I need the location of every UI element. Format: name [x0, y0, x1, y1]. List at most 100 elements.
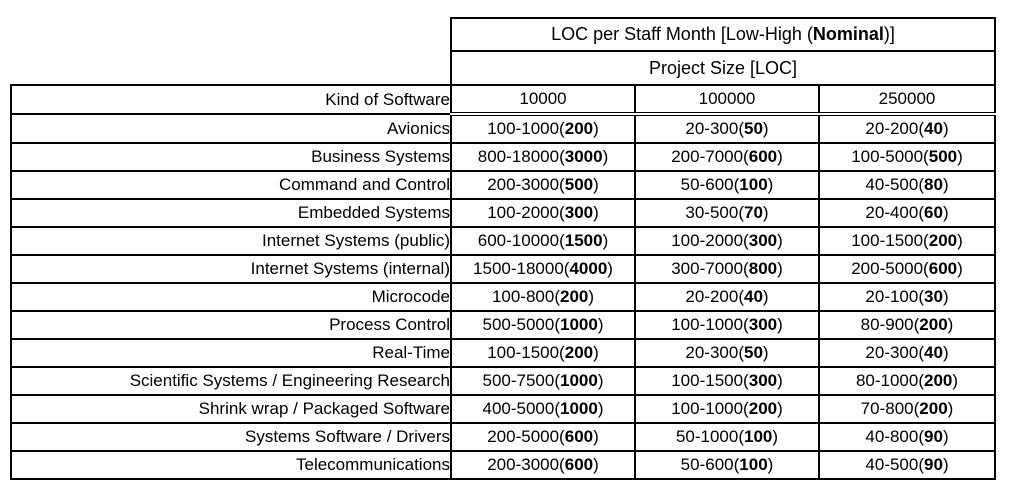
loc-range: 600-10000( — [477, 231, 565, 250]
kind-of-software-cell: Command and Control — [10, 171, 452, 200]
loc-range: 500-7500( — [482, 371, 560, 390]
loc-range-close: ) — [777, 259, 783, 278]
column-header-10000: 10000 — [450, 85, 636, 116]
loc-range: 200-5000( — [851, 259, 929, 278]
loc-range: 100-1500( — [851, 231, 929, 250]
loc-range: 20-400( — [865, 203, 925, 222]
loc-nominal: 300 — [748, 231, 778, 250]
kind-of-software-cell: Real-Time — [10, 339, 452, 368]
kind-of-software-cell: Embedded Systems — [10, 199, 452, 228]
loc-value-cell: 100-2000(300) — [634, 227, 820, 256]
loc-range-close: ) — [602, 147, 609, 166]
loc-range: 1500-18000( — [473, 259, 570, 278]
loc-range-close: ) — [762, 287, 769, 306]
loc-value-cell: 20-300(50) — [634, 114, 820, 144]
loc-value-cell: 1500-18000(4000) — [450, 255, 636, 284]
loc-nominal: 90 — [924, 427, 943, 446]
loc-range: 20-300( — [685, 343, 744, 362]
loc-range: 80-900( — [860, 315, 920, 334]
loc-range-close: ) — [762, 343, 769, 362]
loc-value-cell: 100-1500(200) — [817, 227, 997, 256]
table-row: Scientific Systems / Engineering Researc… — [10, 367, 997, 396]
loc-range: 50-1000( — [675, 427, 744, 446]
table-row: Internet Systems (internal) 1500-18000(40… — [10, 255, 997, 284]
loc-range-close: ) — [957, 231, 963, 250]
table-title-text: LOC per Staff Month [Low-High ( — [551, 24, 813, 44]
loc-value-cell: 800-18000(3000) — [450, 143, 636, 172]
loc-range-close: ) — [593, 427, 599, 446]
loc-nominal: 50 — [744, 343, 763, 362]
kind-of-software-cell: Microcode — [10, 283, 452, 312]
loc-nominal: 100 — [739, 455, 768, 474]
loc-range-close: ) — [607, 259, 613, 278]
table-row: Microcode 100-800(200) 20-200(40) 20-100(30… — [10, 283, 997, 312]
loc-nominal: 200 — [924, 371, 953, 390]
loc-value-cell: 600-10000(1500) — [450, 227, 636, 256]
loc-range-close: ) — [777, 371, 783, 390]
loc-nominal: 4000 — [569, 259, 608, 278]
loc-value-cell: 100-1000(200) — [634, 395, 820, 424]
loc-value-cell: 50-1000(100) — [634, 423, 820, 452]
loc-nominal: 500 — [564, 175, 594, 194]
loc-nominal: 40 — [744, 287, 763, 306]
loc-nominal: 200 — [564, 119, 594, 138]
loc-nominal: 40 — [924, 119, 943, 138]
table-row: Internet Systems (public) 600-10000(1500)… — [10, 227, 997, 256]
loc-value-cell: 40-500(90) — [817, 451, 997, 480]
loc-range: 500-5000( — [482, 315, 560, 334]
loc-nominal: 200 — [564, 343, 594, 362]
loc-nominal: 500 — [928, 147, 958, 166]
loc-range: 40-500( — [865, 175, 925, 194]
loc-nominal: 3000 — [564, 147, 603, 166]
loc-nominal: 200 — [919, 315, 948, 334]
loc-value-cell: 200-5000(600) — [450, 423, 636, 452]
kind-of-software-cell: Scientific Systems / Engineering Researc… — [10, 367, 452, 396]
kind-of-software-header: Kind of Software — [10, 84, 452, 115]
loc-range: 100-1000( — [487, 119, 565, 138]
loc-range-close: ) — [593, 175, 599, 194]
loc-nominal: 300 — [564, 203, 594, 222]
loc-range: 50-600( — [680, 455, 740, 474]
loc-range: 800-18000( — [477, 147, 565, 166]
loc-nominal: 300 — [748, 315, 778, 334]
loc-range: 70-800( — [860, 399, 920, 418]
loc-value-cell: 20-300(40) — [817, 339, 997, 368]
loc-value-cell: 100-1000(200) — [450, 114, 636, 144]
loc-nominal: 200 — [919, 399, 948, 418]
loc-range: 100-2000( — [671, 231, 749, 250]
loc-nominal: 1000 — [560, 315, 598, 334]
loc-range: 100-800( — [491, 287, 560, 306]
loc-range-close: ) — [593, 119, 599, 138]
loc-range: 100-5000( — [851, 147, 929, 166]
loc-nominal: 30 — [924, 287, 943, 306]
loc-value-cell: 500-5000(1000) — [450, 311, 636, 340]
column-header-250000: 250000 — [817, 85, 997, 116]
loc-nominal: 1000 — [560, 371, 598, 390]
loc-nominal: 200 — [748, 399, 778, 418]
loc-range: 80-1000( — [855, 371, 925, 390]
loc-value-cell: 20-200(40) — [634, 283, 820, 312]
loc-nominal: 200 — [928, 231, 958, 250]
loc-range-close: ) — [767, 455, 774, 474]
loc-value-cell: 100-1500(200) — [450, 339, 636, 368]
loc-range: 20-300( — [685, 119, 744, 138]
loc-range-close: ) — [957, 259, 963, 278]
loc-value-cell: 40-800(90) — [817, 423, 997, 452]
project-size-header: Project Size [LOC] — [449, 51, 997, 86]
loc-range: 40-800( — [865, 427, 925, 446]
loc-nominal: 600 — [748, 147, 778, 166]
table-subtitle-row: Project Size [LOC] — [11, 51, 997, 86]
loc-nominal: 100 — [739, 175, 768, 194]
loc-nominal: 1000 — [560, 399, 598, 418]
loc-range-close: ) — [942, 427, 949, 446]
blank-corner — [11, 51, 451, 85]
loc-nominal: 70 — [744, 203, 763, 222]
loc-range-close: ) — [947, 399, 954, 418]
loc-value-cell: 200-7000(600) — [634, 143, 820, 172]
blank-corner — [11, 18, 451, 51]
loc-range: 20-300( — [865, 343, 925, 362]
loc-range-close: ) — [942, 175, 949, 194]
table-row: Process Control 500-5000(1000) 100-1000(30… — [10, 311, 997, 340]
loc-value-cell: 100-2000(300) — [450, 199, 636, 228]
